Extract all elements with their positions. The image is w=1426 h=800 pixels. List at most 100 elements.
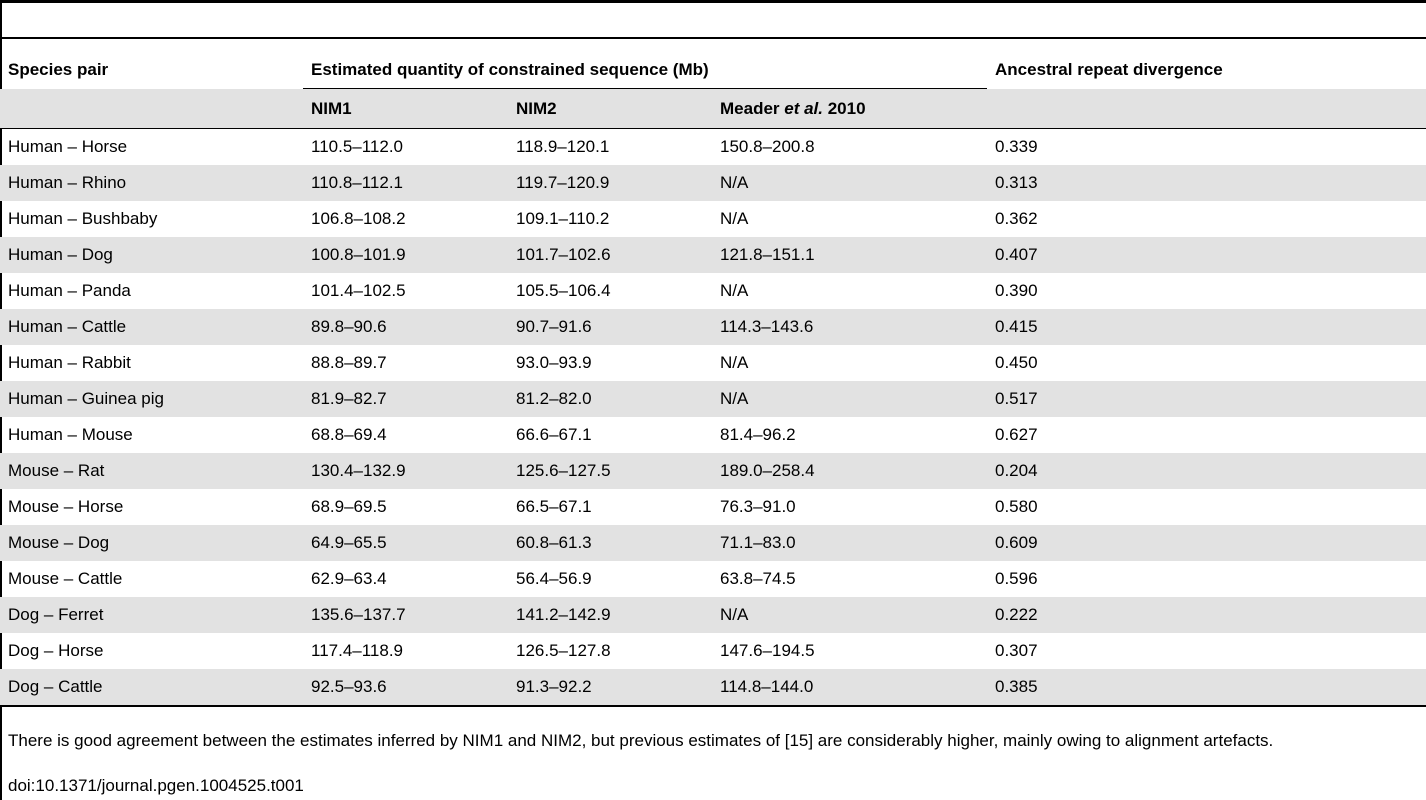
species-pair-cell: Dog – Cattle bbox=[0, 669, 303, 707]
table-top-rule bbox=[0, 37, 1426, 39]
divergence-cell: 0.390 bbox=[995, 281, 1038, 300]
nim2-cell: 101.7–102.6 bbox=[508, 237, 712, 273]
nim1-cell: 64.9–65.5 bbox=[303, 525, 508, 561]
nim1-cell: 110.8–112.1 bbox=[303, 165, 508, 201]
meader-cell: N/A bbox=[712, 165, 987, 201]
meader-cell: 63.8–74.5 bbox=[720, 569, 796, 588]
meader-cell: 114.3–143.6 bbox=[712, 309, 987, 345]
species-pair-header: Species pair bbox=[8, 60, 109, 79]
nim1-cell: 117.4–118.9 bbox=[311, 641, 404, 660]
meader-cell: 71.1–83.0 bbox=[712, 525, 987, 561]
divergence-cell: 0.339 bbox=[995, 137, 1038, 156]
table-row: Dog – Cattle 92.5–93.6 91.3–92.2 114.8–144.… bbox=[0, 669, 1426, 707]
divergence-cell: 0.407 bbox=[987, 237, 1426, 273]
table-row: Mouse – Horse 68.9–69.5 66.5–67.1 76.3–91.0… bbox=[0, 489, 1426, 525]
constrained-sequence-header: Estimated quantity of constrained sequen… bbox=[303, 51, 987, 89]
nim1-cell: 106.8–108.2 bbox=[311, 209, 406, 228]
table-row: Mouse – Cattle 62.9–63.4 56.4–56.9 63.8–74.… bbox=[0, 561, 1426, 597]
nim2-cell: 125.6–127.5 bbox=[508, 453, 712, 489]
nim2-cell: 93.0–93.9 bbox=[516, 353, 592, 372]
meader-cell: 147.6–194.5 bbox=[720, 641, 815, 660]
species-pair-cell: Dog – Horse bbox=[8, 641, 104, 660]
divergence-cell: 0.307 bbox=[995, 641, 1038, 660]
meader-header: Meader et al. 2010 bbox=[712, 89, 987, 129]
meader-cell: 150.8–200.8 bbox=[720, 137, 815, 156]
nim2-cell: 91.3–92.2 bbox=[508, 669, 712, 707]
nim1-cell: 135.6–137.7 bbox=[303, 597, 508, 633]
species-pair-cell: Human – Cattle bbox=[0, 309, 303, 345]
meader-cell: N/A bbox=[712, 381, 987, 417]
species-pair-cell: Mouse – Rat bbox=[0, 453, 303, 489]
nim1-cell: 68.9–69.5 bbox=[311, 497, 387, 516]
table-header: Species pair Estimated quantity of const… bbox=[0, 51, 1426, 129]
meader-cell: N/A bbox=[720, 353, 749, 372]
nim2-cell: 60.8–61.3 bbox=[508, 525, 712, 561]
meader-cell: 121.8–151.1 bbox=[712, 237, 987, 273]
divergence-cell: 0.450 bbox=[995, 353, 1038, 372]
species-pair-cell: Human – Bushbaby bbox=[8, 209, 158, 228]
divergence-cell: 0.385 bbox=[987, 669, 1426, 707]
nim1-cell: 92.5–93.6 bbox=[303, 669, 508, 707]
nim1-cell: 101.4–102.5 bbox=[311, 281, 406, 300]
species-pair-cell: Dog – Ferret bbox=[0, 597, 303, 633]
species-pair-cell: Human – Mouse bbox=[8, 425, 133, 444]
divergence-cell: 0.313 bbox=[987, 165, 1426, 201]
meader-cell: N/A bbox=[720, 209, 749, 228]
divergence-cell: 0.415 bbox=[987, 309, 1426, 345]
nim1-cell: 81.9–82.7 bbox=[303, 381, 508, 417]
table-body: Human – Horse 110.5–112.0 118.9–120.1 150.8… bbox=[0, 129, 1426, 707]
nim2-cell: 109.1–110.2 bbox=[516, 209, 610, 228]
top-rule bbox=[0, 0, 1426, 3]
species-pair-cell: Human – Panda bbox=[8, 281, 131, 300]
table-row: Mouse – Dog 64.9–65.5 60.8–61.3 71.1–83.0 0.… bbox=[0, 525, 1426, 561]
species-pair-cell: Human – Rhino bbox=[0, 165, 303, 201]
nim1-cell: 130.4–132.9 bbox=[303, 453, 508, 489]
header-row-2: NIM1 NIM2 Meader et al. 2010 bbox=[0, 89, 1426, 129]
divergence-cell: 0.222 bbox=[987, 597, 1426, 633]
species-pair-cell: Human – Guinea pig bbox=[0, 381, 303, 417]
divergence-cell: 0.609 bbox=[987, 525, 1426, 561]
data-table: Species pair Estimated quantity of const… bbox=[0, 51, 1426, 707]
blank-header-cell bbox=[987, 89, 1426, 129]
species-pair-cell: Human – Horse bbox=[8, 137, 128, 156]
table-row: Human – Mouse 68.8–69.4 66.6–67.1 81.4–96.2… bbox=[0, 417, 1426, 453]
table-row: Dog – Horse 117.4–118.9 126.5–127.8 147.6–1… bbox=[0, 633, 1426, 669]
nim1-header: NIM1 bbox=[303, 89, 508, 129]
species-pair-cell: Human – Dog bbox=[0, 237, 303, 273]
group-underline bbox=[303, 88, 987, 89]
species-pair-cell: Mouse – Dog bbox=[0, 525, 303, 561]
nim2-cell: 56.4–56.9 bbox=[516, 569, 592, 588]
table-row: Human – Rhino 110.8–112.1 119.7–120.9 N/A 0.… bbox=[0, 165, 1426, 201]
meader-year: 2010 bbox=[823, 98, 866, 118]
divergence-cell: 0.596 bbox=[995, 569, 1038, 588]
nim2-cell: 90.7–91.6 bbox=[508, 309, 712, 345]
nim2-cell: 66.6–67.1 bbox=[516, 425, 592, 444]
table-row: Mouse – Rat 130.4–132.9 125.6–127.5 189.0–2… bbox=[0, 453, 1426, 489]
nim1-cell: 62.9–63.4 bbox=[311, 569, 387, 588]
table-row: Human – Bushbaby 106.8–108.2 109.1–110.2 N/… bbox=[0, 201, 1426, 237]
species-pair-cell: Mouse – Cattle bbox=[8, 569, 123, 588]
table-footnote: There is good agreement between the esti… bbox=[8, 731, 1274, 750]
meader-cell: 189.0–258.4 bbox=[712, 453, 987, 489]
nim2-cell: 141.2–142.9 bbox=[508, 597, 712, 633]
meader-cell: N/A bbox=[720, 281, 749, 300]
table-row: Human – Panda 101.4–102.5 105.5–106.4 N/A 0.… bbox=[0, 273, 1426, 309]
divergence-cell: 0.627 bbox=[995, 425, 1038, 444]
table-row: Human – Cattle 89.8–90.6 90.7–91.6 114.3–14… bbox=[0, 309, 1426, 345]
meader-etal: et al. bbox=[784, 98, 823, 118]
table-row: Human – Guinea pig 81.9–82.7 81.2–82.0 N/A 0… bbox=[0, 381, 1426, 417]
table-row: Human – Horse 110.5–112.0 118.9–120.1 150.8… bbox=[0, 129, 1426, 166]
nim1-cell: 89.8–90.6 bbox=[303, 309, 508, 345]
doi-link[interactable]: doi:10.1371/journal.pgen.1004525.t001 bbox=[8, 776, 304, 795]
divergence-cell: 0.204 bbox=[987, 453, 1426, 489]
nim1-cell: 88.8–89.7 bbox=[311, 353, 387, 372]
nim2-header: NIM2 bbox=[508, 89, 712, 129]
species-pair-cell: Human – Rabbit bbox=[8, 353, 131, 372]
header-row-1: Species pair Estimated quantity of const… bbox=[0, 51, 1426, 89]
blank-header-cell bbox=[0, 89, 303, 129]
nim2-cell: 126.5–127.8 bbox=[516, 641, 611, 660]
table-row: Human – Dog 100.8–101.9 101.7–102.6 121.8–1… bbox=[0, 237, 1426, 273]
divergence-cell: 0.517 bbox=[987, 381, 1426, 417]
species-pair-cell: Mouse – Horse bbox=[8, 497, 124, 516]
